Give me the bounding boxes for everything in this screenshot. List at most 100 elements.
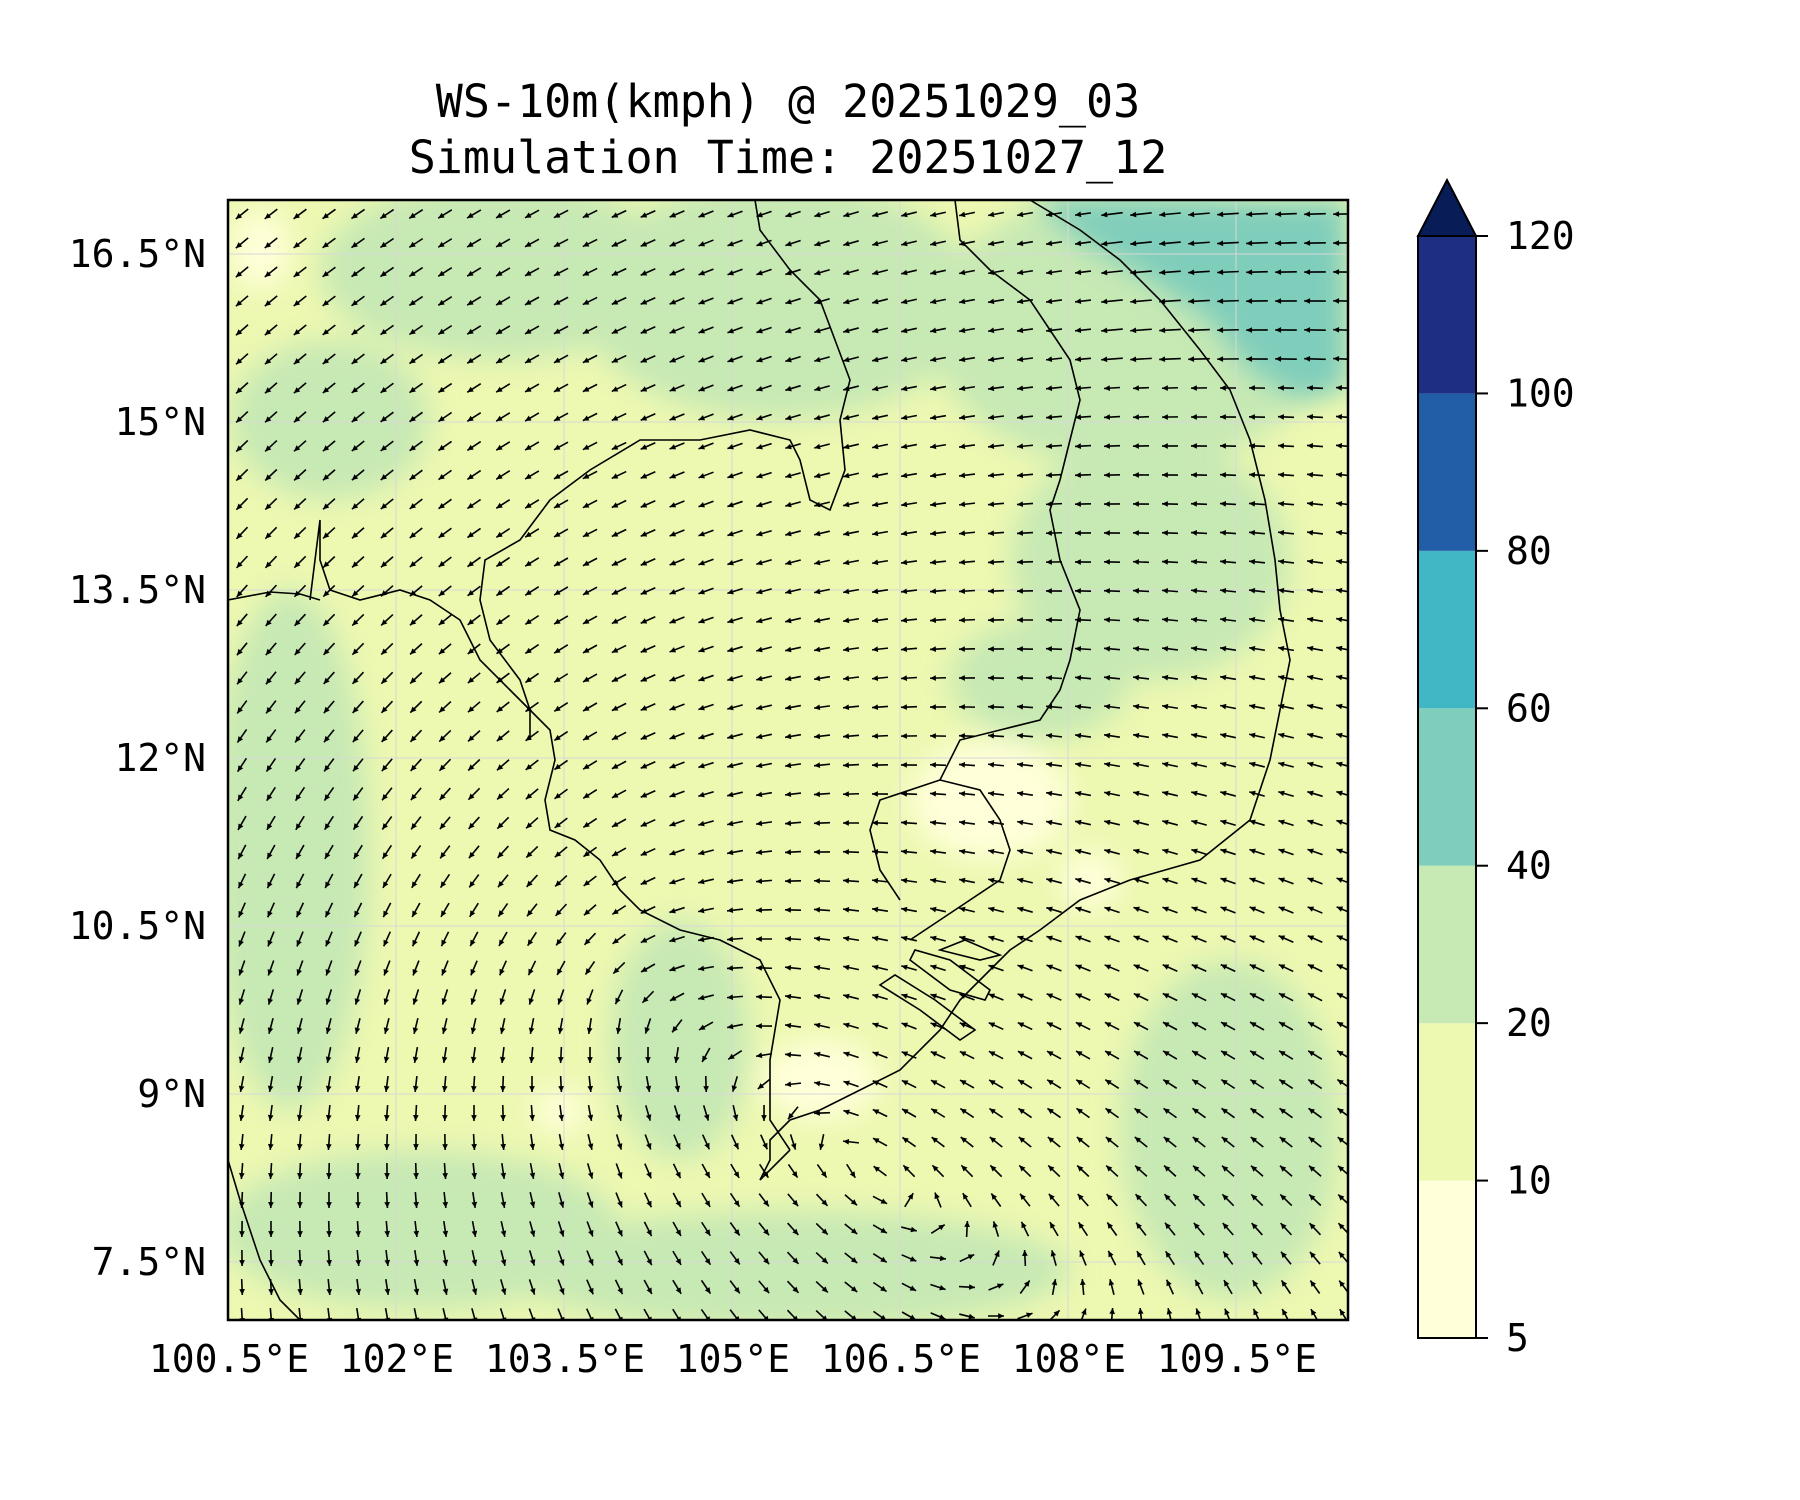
wind-arrow	[669, 587, 685, 595]
wind-arrow	[553, 412, 569, 422]
wind-arrow	[1277, 616, 1295, 623]
wind-arrow	[930, 240, 946, 247]
wind-arrow	[553, 441, 569, 451]
wind-arrow	[582, 528, 598, 538]
wind-arrow	[1103, 646, 1121, 652]
wind-arrow	[1220, 963, 1236, 973]
wind-arrow	[871, 588, 889, 595]
wind-arrow	[466, 383, 482, 393]
wind-arrow	[380, 527, 394, 539]
wind-arrow	[553, 238, 569, 248]
wind-arrow	[756, 442, 772, 450]
wind-arrow	[1016, 675, 1034, 681]
wind-arrow	[669, 558, 685, 566]
wind-arrow	[438, 700, 452, 714]
wind-arrow	[237, 873, 247, 889]
wind-arrow	[1016, 704, 1034, 710]
wind-arrow	[582, 557, 598, 567]
wind-arrow	[987, 704, 1005, 710]
wind-arrow	[640, 384, 656, 392]
wind-arrow	[815, 1222, 829, 1236]
wind-arrow	[958, 501, 976, 508]
wind-arrow	[1045, 559, 1063, 565]
wind-arrow	[322, 440, 336, 452]
wind-arrow	[872, 327, 888, 334]
wind-arrow	[1278, 790, 1294, 797]
wind-arrow	[756, 559, 772, 566]
wind-arrow	[1104, 935, 1120, 943]
wind-arrow	[495, 325, 511, 335]
wind-arrow	[929, 559, 947, 566]
wind-arrow	[297, 1162, 303, 1180]
wind-arrow	[640, 442, 656, 450]
wind-arrow	[582, 412, 598, 422]
wind-arrow	[1103, 588, 1121, 594]
wind-arrow	[727, 355, 743, 363]
wind-arrow	[582, 238, 598, 248]
wind-arrow	[437, 411, 453, 423]
wind-arrow	[1104, 964, 1120, 972]
wind-arrow	[1335, 471, 1348, 478]
wind-arrow	[496, 643, 510, 655]
wind-arrow	[495, 296, 511, 306]
wind-arrow	[383, 1046, 390, 1064]
wind-arrow	[929, 646, 947, 652]
wind-arrow	[698, 558, 714, 566]
wind-arrow	[441, 1018, 448, 1034]
wind-arrow	[1046, 1107, 1062, 1119]
wind-arrow	[785, 384, 801, 392]
wind-arrow	[322, 555, 336, 569]
wind-arrow	[756, 617, 772, 624]
wind-arrow	[611, 441, 627, 451]
colorbar-tick-label: 100	[1506, 371, 1575, 415]
wind-arrow	[267, 1075, 274, 1093]
wind-arrow	[1074, 559, 1092, 565]
wind-arrow	[524, 557, 540, 567]
wind-arrow	[958, 877, 976, 884]
wind-arrow	[1248, 414, 1266, 420]
wind-arrow	[380, 440, 394, 452]
wind-arrow	[785, 646, 801, 653]
wind-arrow	[842, 617, 860, 624]
wind-arrow	[1217, 298, 1239, 304]
wind-arrow	[813, 617, 831, 624]
wind-arrow	[529, 1221, 536, 1237]
wind-arrow	[640, 268, 656, 276]
wind-arrow	[296, 960, 304, 976]
wind-arrow	[727, 239, 743, 247]
wind-arrow	[1162, 761, 1178, 768]
wind-arrow	[554, 817, 568, 829]
wind-arrow	[616, 1046, 622, 1064]
wind-arrow	[901, 211, 917, 218]
wind-arrow	[1191, 848, 1207, 856]
wind-arrow	[1249, 963, 1265, 973]
wind-arrow	[1220, 1021, 1236, 1031]
wind-arrow	[1278, 732, 1294, 739]
wind-arrow	[785, 530, 801, 537]
wind-arrow	[1307, 906, 1323, 914]
wind-arrow	[409, 614, 423, 626]
wind-arrow	[1336, 992, 1348, 1001]
wind-arrow	[1101, 327, 1123, 334]
wind-arrow	[1046, 848, 1062, 855]
wind-arrow	[1162, 992, 1178, 1002]
wind-arrow	[669, 761, 685, 769]
wind-arrow	[1045, 732, 1063, 739]
wind-arrow	[842, 762, 860, 768]
wind-arrow	[266, 786, 276, 802]
wind-arrow	[1075, 819, 1091, 826]
wind-arrow	[1335, 385, 1348, 391]
wind-arrow	[267, 1018, 274, 1034]
wind-arrow	[1278, 703, 1294, 710]
wind-arrow	[814, 530, 830, 537]
wind-arrow	[1221, 1193, 1235, 1207]
wind-arrow	[1306, 414, 1324, 420]
wind-arrow	[643, 1192, 653, 1208]
wind-arrow	[354, 989, 362, 1005]
colorbar-segment	[1418, 550, 1476, 709]
wind-arrow	[235, 295, 249, 307]
wind-arrow	[322, 584, 336, 598]
wind-arrow	[351, 498, 365, 510]
wind-arrow	[755, 907, 773, 913]
wind-arrow	[930, 1283, 946, 1291]
